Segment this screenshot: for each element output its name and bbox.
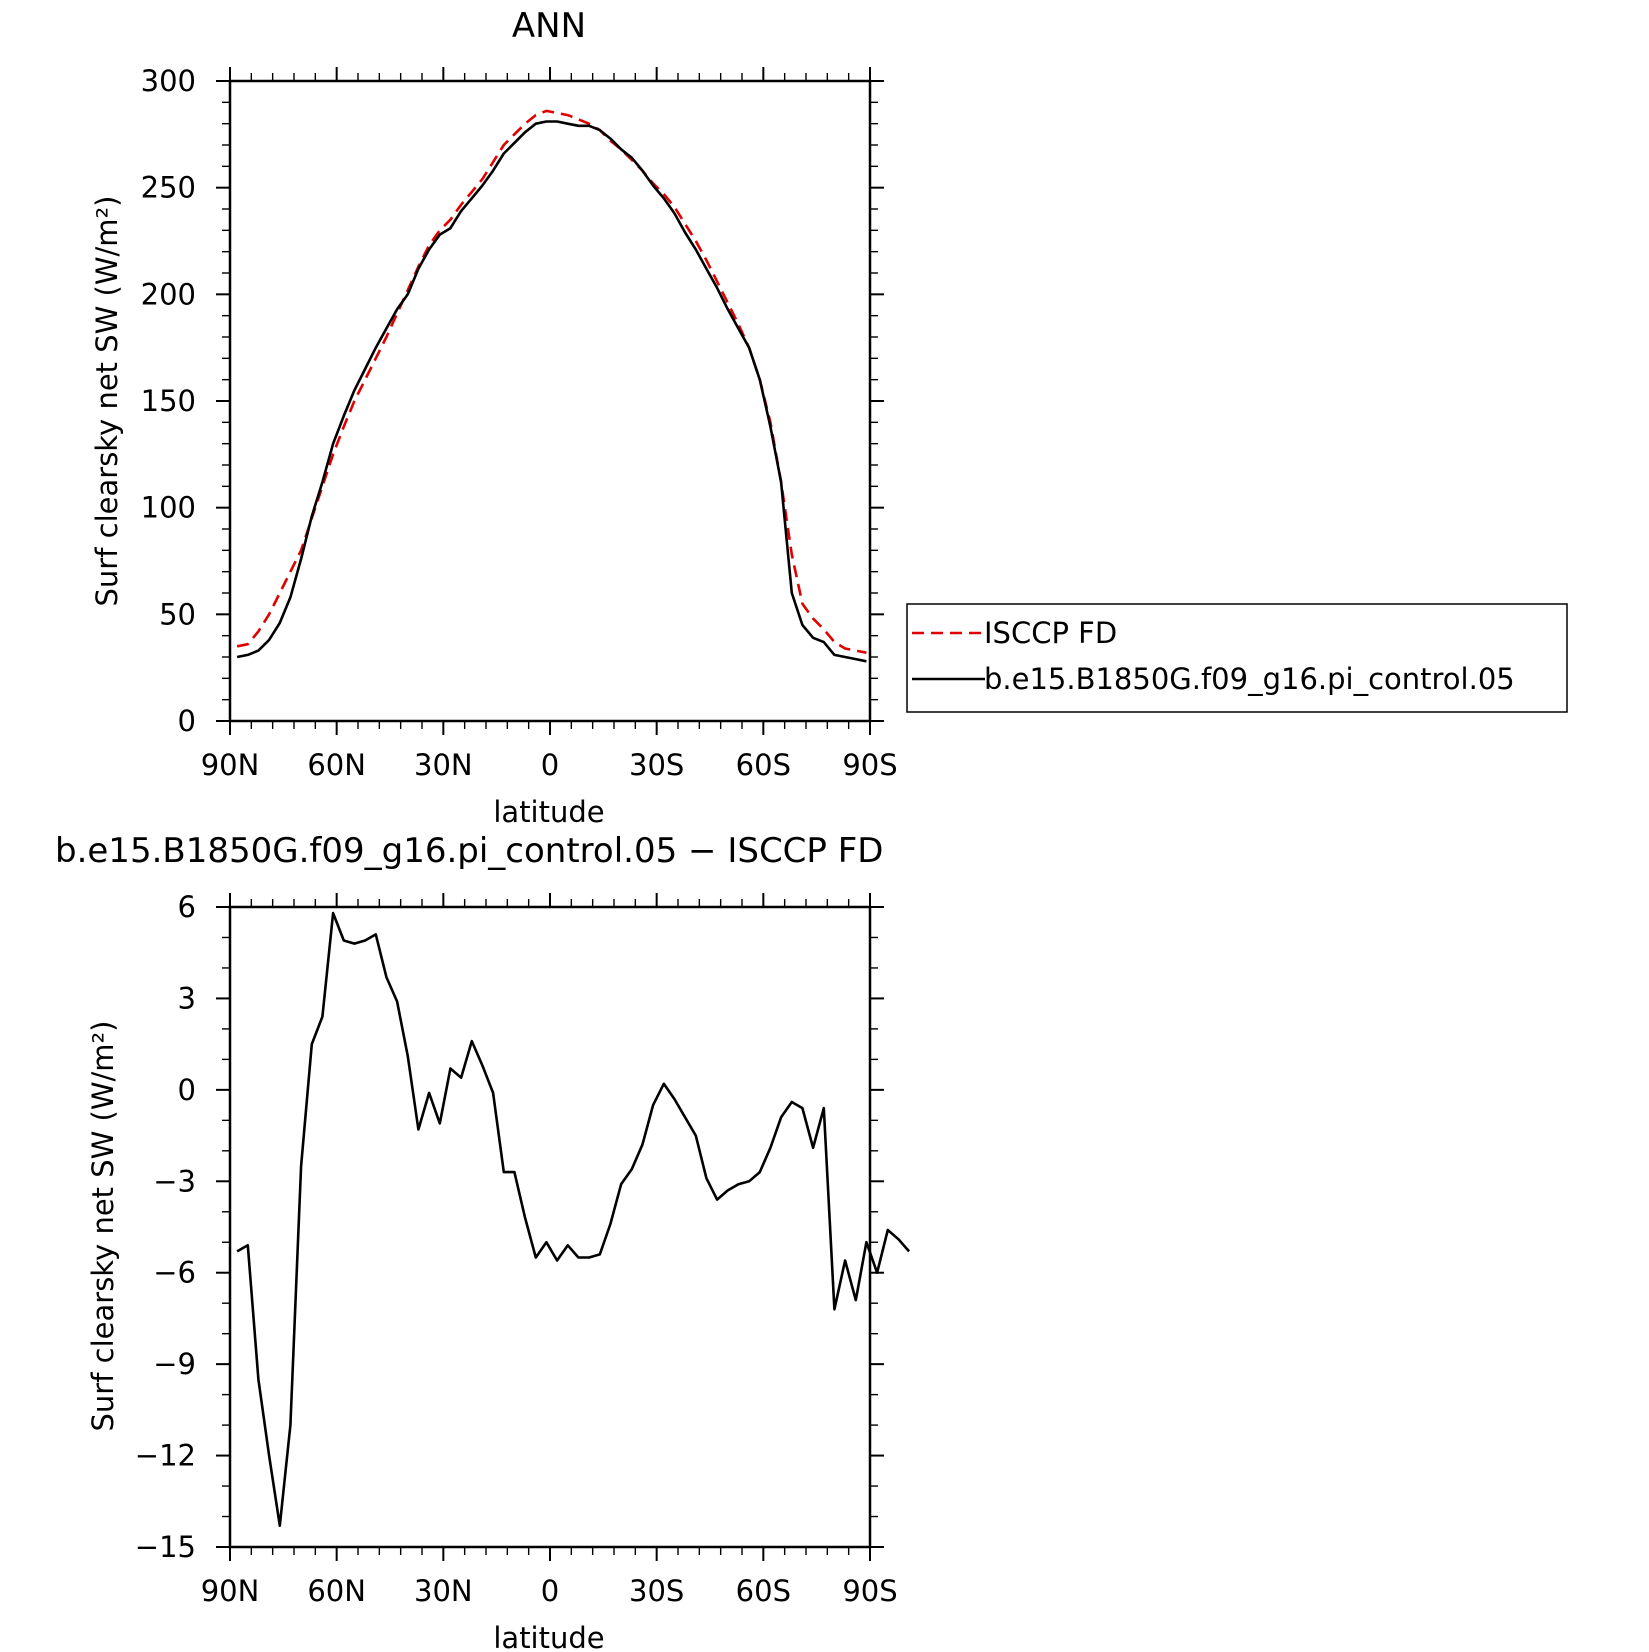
mean-ytick-label: 150 bbox=[141, 384, 196, 418]
difference-ytick-label: −15 bbox=[135, 1530, 196, 1564]
difference-ytick-label: −12 bbox=[135, 1439, 196, 1473]
mean-tick-labels: 90N 60N 30N 0 30S 60S 90S 0 50 100 150 200 250 300 bbox=[141, 64, 898, 782]
mean-ytick-label: 100 bbox=[141, 491, 196, 525]
mean-ytick-label: 200 bbox=[141, 277, 196, 311]
difference-xaxis-label: latitude bbox=[493, 1621, 604, 1652]
legend: ISCCP FD b.e15.B1850G.f09_g16.pi_control… bbox=[906, 603, 1568, 713]
mean-xtick-label: 0 bbox=[541, 748, 559, 782]
legend-label-model: b.e15.B1850G.f09_g16.pi_control.05 bbox=[984, 662, 1515, 696]
mean-yaxis-label: Surf clearsky net SW (W/m²) bbox=[90, 196, 124, 607]
mean-ytick-label: 250 bbox=[141, 171, 196, 205]
difference-xtick-label: 30S bbox=[629, 1574, 684, 1608]
difference-xtick-label: 0 bbox=[541, 1574, 559, 1608]
difference-line bbox=[236, 911, 911, 1527]
mean-ytick-label: 0 bbox=[178, 704, 196, 738]
difference-series-line bbox=[236, 911, 911, 1527]
mean-xtick-label: 90S bbox=[842, 748, 897, 782]
mean-xtick-label: 90N bbox=[201, 748, 260, 782]
model-line bbox=[236, 120, 867, 663]
mean-series-lines bbox=[236, 109, 867, 663]
mean-xtick-label: 60N bbox=[307, 748, 366, 782]
difference-ytick-label: −3 bbox=[153, 1164, 196, 1198]
difference-ytick-label: 6 bbox=[178, 890, 196, 924]
legend-box bbox=[906, 603, 1568, 713]
mean-plot-frame bbox=[228, 79, 872, 723]
mean-ytick-label: 300 bbox=[141, 64, 196, 98]
mean-panel-title: ANN bbox=[512, 6, 586, 46]
difference-axis-ticks bbox=[216, 893, 884, 1561]
mean-xaxis-label: latitude bbox=[493, 795, 604, 829]
mean-panel: ANN 90N 60N 30N 0 30S 60S 90S 0 50 100 150 200 250 30… bbox=[90, 6, 898, 829]
difference-panel-title: b.e15.B1850G.f09_g16.pi_control.05 − ISC… bbox=[55, 831, 883, 871]
difference-tick-labels: 90N 60N 30N 0 30S 60S 90S −15 −12 −9 −6 −3 0 3 6 bbox=[135, 890, 898, 1608]
difference-yaxis-label: Surf clearsky net SW (W/m²) bbox=[86, 1021, 120, 1432]
difference-plot-frame bbox=[228, 905, 872, 1549]
difference-ytick-label: 3 bbox=[178, 981, 196, 1015]
difference-panel: b.e15.B1850G.f09_g16.pi_control.05 − ISC… bbox=[55, 831, 911, 1652]
difference-xtick-label: 60N bbox=[307, 1574, 366, 1608]
mean-xtick-label: 60S bbox=[736, 748, 791, 782]
difference-xtick-label: 30N bbox=[414, 1574, 473, 1608]
difference-xtick-label: 90S bbox=[842, 1574, 897, 1608]
isccp-fd-line bbox=[236, 109, 867, 654]
mean-axis-ticks bbox=[216, 67, 884, 735]
legend-label-isccp: ISCCP FD bbox=[984, 616, 1117, 650]
difference-ytick-label: 0 bbox=[178, 1073, 196, 1107]
difference-xtick-label: 90N bbox=[201, 1574, 260, 1608]
difference-ytick-label: −9 bbox=[153, 1347, 196, 1381]
mean-ytick-label: 50 bbox=[159, 597, 196, 631]
mean-xtick-label: 30N bbox=[414, 748, 473, 782]
mean-xtick-label: 30S bbox=[629, 748, 684, 782]
difference-ytick-label: −6 bbox=[153, 1256, 196, 1290]
difference-xtick-label: 60S bbox=[736, 1574, 791, 1608]
